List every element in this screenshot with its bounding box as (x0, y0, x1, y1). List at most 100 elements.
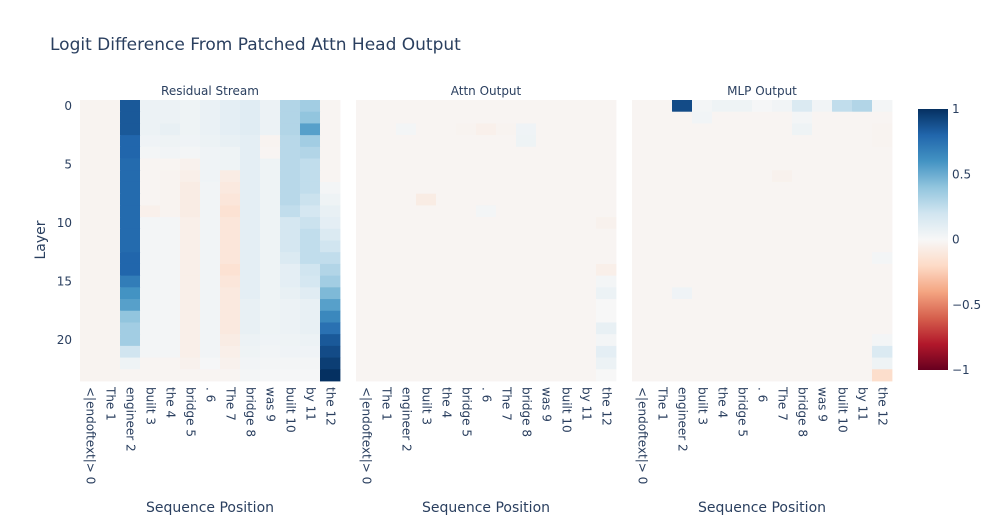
heatmap-cell (536, 217, 557, 230)
heatmap-cell (356, 181, 377, 195)
heatmap-cell (752, 228, 773, 241)
heatmap-cell (732, 100, 753, 113)
heatmap-cell (280, 146, 301, 159)
heatmap-cell (596, 287, 617, 300)
facet-title: Attn Output (451, 84, 522, 98)
heatmap-cell (576, 252, 597, 265)
heatmap-cell (712, 123, 733, 136)
heatmap-cell (260, 263, 281, 277)
heatmap-cell (832, 217, 853, 230)
heatmap-cell (672, 228, 693, 241)
heatmap-cell (416, 228, 437, 241)
heatmap-cell (556, 228, 577, 241)
heatmap-cell (300, 322, 321, 335)
heatmap-cell (220, 181, 241, 195)
heatmap-cell (300, 217, 321, 230)
heatmap-cell (516, 252, 537, 265)
heatmap-cell (456, 334, 477, 347)
heatmap-cell (576, 123, 597, 136)
heatmap-cell (872, 252, 893, 265)
heatmap-cell (280, 240, 301, 253)
heatmap-cell (356, 310, 377, 323)
heatmap-cell (180, 369, 201, 382)
heatmap-cell (356, 193, 377, 206)
heatmap-cell (100, 322, 121, 335)
heatmap-cell (712, 263, 733, 277)
heatmap-cell (576, 228, 597, 241)
heatmap-cell (852, 334, 873, 347)
heatmap-cell (792, 240, 813, 253)
x-tick-label: engineer 2 (124, 387, 138, 452)
heatmap-cell (692, 299, 713, 312)
heatmap-cell (436, 310, 457, 323)
heatmap-cell (516, 100, 537, 113)
heatmap-cell (320, 240, 341, 253)
heatmap-cell (596, 193, 617, 206)
heatmap-cell (672, 252, 693, 265)
heatmap-cell (240, 369, 261, 382)
heatmap-cell (672, 135, 693, 148)
heatmap-cell (596, 146, 617, 159)
heatmap-cell (496, 170, 517, 183)
heatmap-cell (120, 158, 141, 171)
heatmap-cell (120, 193, 141, 206)
heatmap-cell (772, 252, 793, 265)
heatmap-cell (260, 334, 281, 347)
heatmap-cell (396, 205, 417, 218)
heatmap-cell (476, 100, 497, 113)
heatmap-cell (416, 322, 437, 335)
heatmap-cell (80, 252, 101, 265)
heatmap-cell (260, 123, 281, 136)
heatmap-cell (712, 217, 733, 230)
heatmap-cell (872, 217, 893, 230)
heatmap-cell (416, 357, 437, 370)
heatmap-cell (436, 240, 457, 253)
heatmap-cell (220, 111, 241, 124)
heatmap-cell (476, 217, 497, 230)
heatmap-cell (356, 158, 377, 171)
heatmap-cell (792, 345, 813, 358)
heatmap-cell (692, 240, 713, 253)
heatmap-cell (852, 287, 873, 300)
heatmap-cell (376, 275, 397, 288)
heatmap-cell (240, 123, 261, 136)
heatmap-cell (396, 369, 417, 382)
heatmap-cell (140, 193, 161, 206)
heatmap-cell (200, 135, 221, 148)
heatmap-cell (872, 299, 893, 312)
heatmap-cell (320, 217, 341, 230)
heatmap-cell (396, 158, 417, 171)
heatmap-cell (516, 263, 537, 277)
heatmap-cell (496, 217, 517, 230)
heatmap-cell (80, 287, 101, 300)
heatmap-cell (160, 170, 181, 183)
heatmap-cell (496, 205, 517, 218)
heatmap-cell (300, 100, 321, 113)
heatmap-cell (652, 252, 673, 265)
heatmap-cell (396, 287, 417, 300)
heatmap-cell (692, 146, 713, 159)
heatmap-cell (260, 322, 281, 335)
heatmap-cell (596, 240, 617, 253)
heatmap-cell (792, 158, 813, 171)
x-tick-label: . 6 (204, 387, 218, 402)
heatmap-cell (872, 310, 893, 323)
heatmap-cell (772, 334, 793, 347)
heatmap-cell (576, 310, 597, 323)
heatmap-cell (516, 123, 537, 136)
heatmap-cell (416, 345, 437, 358)
heatmap-cell (772, 146, 793, 159)
heatmap-cell (852, 299, 873, 312)
heatmap-cell (120, 240, 141, 253)
heatmap-cell (596, 123, 617, 136)
heatmap-cell (852, 205, 873, 218)
heatmap-cell (456, 181, 477, 195)
heatmap-cell (632, 334, 653, 347)
heatmap-cell (320, 275, 341, 288)
heatmap-cell (260, 135, 281, 148)
heatmap-cell (280, 299, 301, 312)
heatmap-cell (556, 158, 577, 171)
heatmap-cell (652, 181, 673, 195)
heatmap-cell (752, 275, 773, 288)
heatmap-cell (772, 240, 793, 253)
